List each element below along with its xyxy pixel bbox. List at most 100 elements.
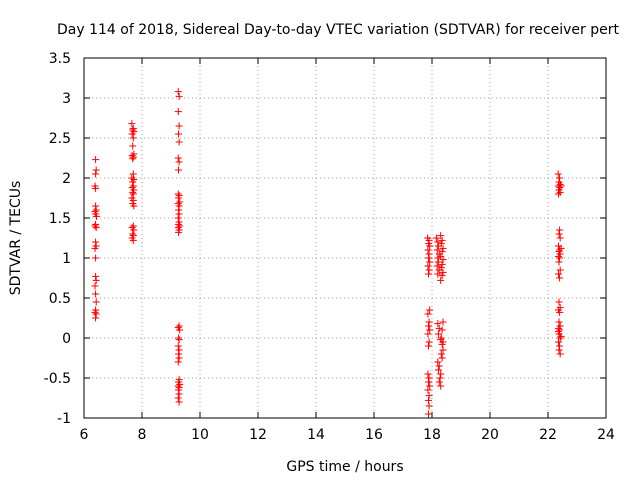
data-point (437, 232, 445, 240)
data-point (425, 254, 433, 262)
data-point (425, 374, 433, 382)
data-point (92, 254, 100, 262)
data-point (175, 130, 183, 138)
data-point (439, 318, 447, 326)
data-point (556, 342, 564, 350)
data-point (435, 324, 443, 332)
data-point (556, 188, 564, 196)
data-point (434, 238, 442, 246)
data-point (128, 152, 136, 160)
y-tick-label: 0.5 (49, 291, 71, 307)
data-point (175, 210, 183, 218)
data-point (92, 224, 100, 232)
y-tick-label: 1 (62, 251, 71, 267)
data-point (91, 222, 99, 230)
data-point (175, 350, 183, 358)
data-point (174, 358, 182, 366)
x-axis-title: GPS time / hours (286, 459, 403, 475)
data-point (176, 198, 184, 206)
data-point (175, 386, 183, 394)
data-point (556, 226, 564, 234)
data-point (439, 268, 447, 276)
data-point (426, 258, 434, 266)
data-point (554, 190, 562, 198)
data-point (175, 390, 183, 398)
y-tick-label: 1.5 (49, 211, 71, 227)
data-point (425, 392, 433, 400)
data-point (426, 326, 434, 334)
x-tick-labels: 6 8 10 12 14 16 18 20 22 24 (80, 427, 615, 443)
data-point (175, 92, 183, 100)
data-point (129, 134, 137, 142)
data-point (424, 262, 432, 270)
data-point (437, 370, 445, 378)
data-point (434, 366, 442, 374)
data-point (437, 240, 445, 248)
y-tick-label: 2.5 (49, 131, 71, 147)
data-point (174, 88, 182, 96)
data-point (92, 272, 100, 280)
data-point (129, 178, 137, 186)
data-point (92, 170, 100, 178)
chart-title: Day 114 of 2018, Sidereal Day-to-day VTE… (57, 22, 619, 38)
data-point (433, 262, 441, 270)
data-point (129, 155, 137, 163)
data-point (556, 246, 564, 254)
data-point (433, 246, 441, 254)
data-point (554, 270, 562, 278)
data-point (176, 326, 184, 334)
data-point (438, 354, 446, 362)
data-point (556, 174, 564, 182)
data-point (130, 150, 138, 158)
data-point (556, 180, 564, 188)
data-point (175, 158, 183, 166)
data-point (437, 264, 445, 272)
data-point (425, 378, 433, 386)
data-point (129, 182, 137, 190)
data-point (425, 318, 433, 326)
data-point (175, 122, 183, 130)
data-point (554, 328, 562, 336)
data-point (435, 362, 443, 370)
data-point (434, 320, 442, 328)
y-tick-label: 0 (62, 331, 71, 347)
data-point (425, 270, 433, 278)
data-point (554, 338, 562, 346)
data-point (438, 326, 446, 334)
y-tick-label: 3 (62, 91, 71, 107)
data-point (175, 202, 183, 210)
data-point (175, 354, 183, 362)
data-point (425, 266, 433, 274)
data-point (129, 188, 137, 196)
data-point (129, 142, 137, 150)
data-point (174, 342, 182, 350)
data-point (174, 108, 182, 116)
data-point (424, 370, 432, 378)
data-point (92, 220, 100, 228)
data-point (555, 298, 563, 306)
data-point (425, 402, 433, 410)
data-point (424, 386, 432, 394)
data-point (92, 184, 100, 192)
data-point (92, 206, 100, 214)
data-point (129, 170, 137, 178)
data-point (434, 258, 442, 266)
y-tick-labels: -1 -0.5 0 0.5 1 1.5 2 2.5 3 3.5 (44, 51, 71, 427)
grid-lines (84, 58, 606, 418)
data-point (92, 314, 100, 322)
data-point (424, 246, 432, 254)
data-point (175, 398, 183, 406)
data-point (555, 258, 563, 266)
data-point (556, 308, 564, 316)
data-point (425, 338, 433, 346)
data-point (175, 206, 183, 214)
data-point (130, 226, 138, 234)
data-point (435, 378, 443, 386)
data-point (434, 330, 442, 338)
x-tick-label: 22 (539, 427, 557, 443)
data-point (556, 334, 564, 342)
data-point (555, 230, 563, 238)
axis-ticks (83, 57, 607, 419)
y-axis-title: SDTVAR / TECUs (8, 181, 24, 296)
